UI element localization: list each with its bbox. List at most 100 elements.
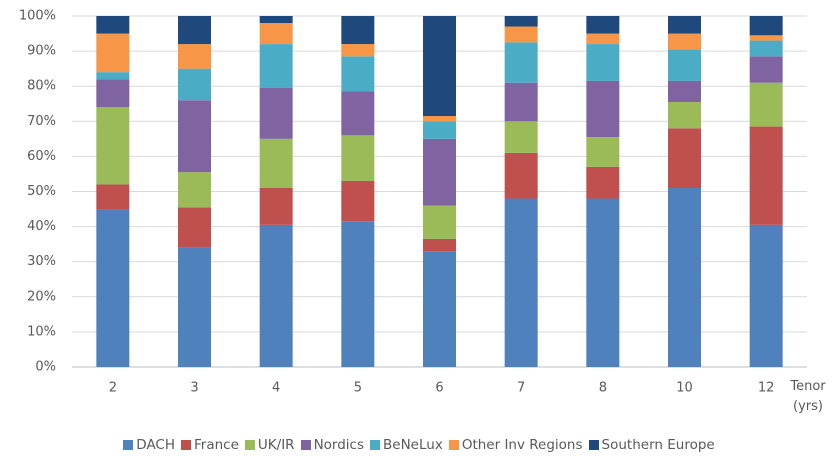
bar-segment	[341, 91, 375, 136]
bar-segment	[178, 16, 211, 45]
bar-segment	[96, 107, 130, 185]
bar-segment	[423, 116, 456, 122]
bar-segment	[96, 209, 130, 367]
bar-segment	[668, 33, 701, 50]
x-tick-label: 4	[272, 381, 280, 396]
y-tick-label: 100%	[19, 9, 56, 24]
bar-segment	[178, 68, 211, 101]
bar-segment	[668, 16, 701, 34]
bar-segment	[259, 23, 293, 45]
bar-segment	[423, 205, 456, 239]
bar-segment	[259, 16, 293, 24]
bar-segment	[668, 101, 701, 129]
x-tick-label: 3	[190, 381, 198, 396]
x-tick-label: 5	[354, 381, 362, 396]
x-tick-label: 10	[676, 381, 693, 396]
y-tick-label: 10%	[27, 324, 56, 339]
bar-segment	[259, 224, 293, 367]
bar-segment	[586, 44, 620, 81]
legend: DACH France UK/IR Nordics BeNeLux Other Inv R…	[0, 436, 838, 454]
bar-segment	[96, 72, 130, 80]
bar-segment	[341, 44, 375, 57]
bar-segment	[586, 137, 620, 167]
bar-segment	[178, 207, 211, 248]
legend-label: BeNeLux	[383, 437, 443, 453]
bar-segment	[668, 49, 701, 81]
bar-segment	[178, 172, 211, 208]
bar-segment	[423, 121, 456, 139]
bar-segment	[504, 42, 538, 83]
x-tick-label: 6	[435, 381, 443, 396]
bar-segment	[504, 152, 538, 199]
bar-segment	[749, 56, 783, 83]
bar-segment	[586, 33, 620, 45]
bar-segment	[749, 126, 783, 225]
y-tick-label: 20%	[27, 289, 56, 304]
bar-segment	[423, 16, 456, 117]
legend-label: France	[194, 437, 239, 453]
bar-segment	[259, 87, 293, 139]
bar-segment	[96, 16, 130, 34]
y-tick-label: 60%	[27, 149, 56, 164]
bar-segment	[504, 16, 538, 27]
bar-segment	[341, 135, 375, 181]
legend-swatch	[448, 440, 459, 450]
legend-swatch	[370, 440, 381, 450]
x-axis-label: Tenor (yrs)	[790, 379, 826, 414]
bar-segment	[341, 56, 375, 92]
bar-segment	[504, 26, 538, 43]
y-tick-label: 70%	[27, 114, 56, 129]
legend-item: BeNeLux	[370, 436, 443, 454]
bar-segment	[586, 198, 620, 367]
legend-swatch	[123, 440, 134, 450]
bar-segment	[749, 224, 783, 367]
bar-segment	[259, 187, 293, 225]
y-tick-label: 40%	[27, 219, 56, 234]
legend-swatch	[588, 440, 599, 450]
legend-label: Southern Europe	[601, 437, 715, 453]
bar-segment	[178, 100, 211, 173]
legend-swatch	[300, 440, 311, 450]
bar-segment	[178, 247, 211, 367]
bar-segment	[341, 221, 375, 367]
legend-item: Nordics	[300, 436, 365, 454]
bar-segment	[504, 121, 538, 153]
bar-segment	[668, 187, 701, 367]
legend-item: DACH	[123, 436, 175, 454]
bar-segment	[586, 166, 620, 199]
bar-segment	[96, 79, 130, 108]
bar-segment	[749, 16, 783, 36]
legend-label: Other Inv Regions	[461, 437, 583, 453]
bar-segment	[586, 16, 620, 34]
legend-item: Other Inv Regions	[448, 436, 583, 454]
y-tick-label: 50%	[27, 184, 56, 199]
bar-segment	[504, 82, 538, 122]
bar-segment	[423, 238, 456, 252]
bar-segment	[749, 82, 783, 127]
bar-segment	[749, 35, 783, 41]
legend-swatch	[244, 440, 255, 450]
legend-item: France	[181, 436, 239, 454]
legend-label: Nordics	[313, 437, 365, 453]
x-tick-label: 7	[517, 381, 525, 396]
bar-segment	[749, 40, 783, 57]
bar-segment	[668, 80, 701, 102]
legend-item: UK/IR	[244, 436, 295, 454]
bar-segment	[96, 33, 130, 73]
bar-segment	[341, 16, 375, 45]
bar-segment	[668, 128, 701, 188]
legend-label: DACH	[136, 437, 176, 453]
x-tick-label: 8	[599, 381, 607, 396]
legend-item: Southern Europe	[588, 436, 715, 454]
legend-swatch	[181, 440, 192, 450]
bar-segment	[96, 184, 130, 210]
bar-segment	[423, 251, 456, 367]
bar-segment	[259, 138, 293, 188]
y-tick-label: 30%	[27, 254, 56, 269]
x-tick-label: 12	[758, 381, 775, 396]
plot-area: 0% 10% 20% 30% 40% 50% 60% 70% 80% 90% 100% 2 3 4 5 6 7 8…	[19, 9, 807, 396]
bar-segment	[423, 138, 456, 206]
bar-segment	[586, 80, 620, 138]
bar-segment	[504, 198, 538, 367]
bar-segment	[259, 44, 293, 88]
